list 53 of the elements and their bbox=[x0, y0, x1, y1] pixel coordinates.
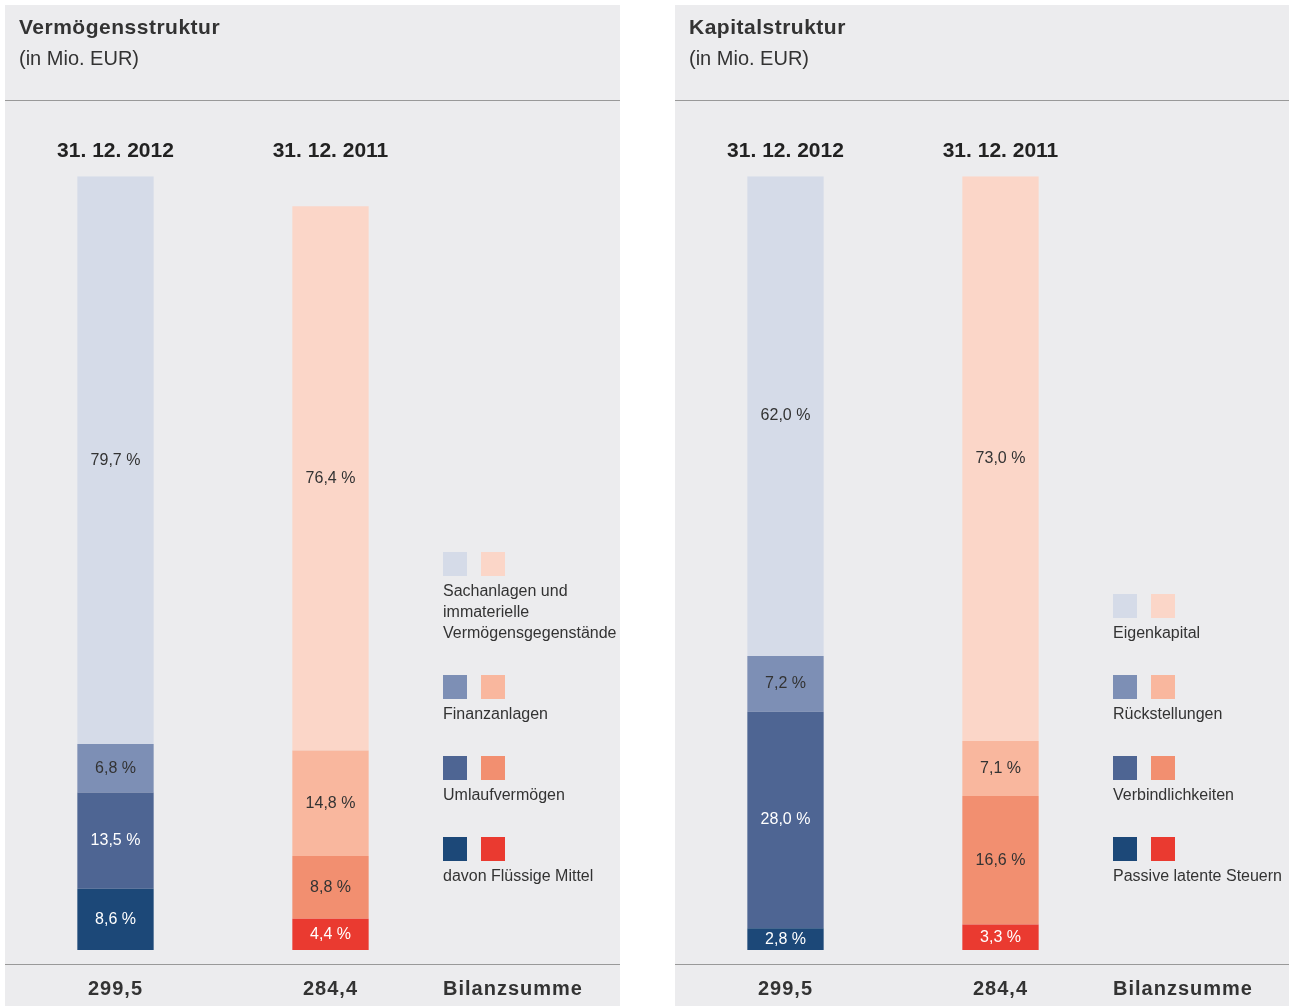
text: 284,4 bbox=[972, 977, 1029, 1000]
bar bbox=[962, 741, 1039, 797]
legend-label: Umlaufvermögen bbox=[443, 785, 566, 805]
bar bbox=[747, 655, 824, 712]
bar bbox=[747, 176, 824, 656]
data-label: 16,6 % bbox=[975, 850, 1026, 868]
data-label: 6,8 % bbox=[95, 758, 136, 776]
text: Bilanzsumme bbox=[443, 977, 583, 1000]
bar bbox=[77, 744, 154, 793]
x-tick-label: 31. 12. 2011 bbox=[942, 138, 1059, 162]
data-label: 14,8 % bbox=[305, 793, 356, 811]
bar bbox=[292, 918, 369, 950]
data-label: 62,0 % bbox=[760, 406, 811, 424]
bar bbox=[77, 792, 154, 889]
data-label: 79,7 % bbox=[90, 450, 141, 468]
data-label: 28,0 % bbox=[760, 810, 811, 828]
legend-label: Finanzanlagen bbox=[443, 704, 549, 724]
legend-label: Verbindlichkeiten bbox=[1113, 785, 1235, 805]
legend-label: davon Flüssige Mittel bbox=[443, 866, 595, 886]
x-tick-label: 31. 12. 2012 bbox=[727, 138, 844, 162]
chart-subtitle: (in Mio. EUR) bbox=[19, 47, 140, 70]
bar bbox=[292, 750, 369, 856]
bar bbox=[962, 176, 1039, 742]
data-label: 13,5 % bbox=[90, 831, 141, 849]
legend-label: Passive latente Steuern bbox=[1113, 866, 1283, 886]
bar bbox=[292, 206, 369, 751]
x-tick-label: 31. 12. 2011 bbox=[272, 138, 389, 162]
bar bbox=[292, 855, 369, 919]
chart-subtitle: (in Mio. EUR) bbox=[689, 47, 810, 70]
data-label: 76,4 % bbox=[305, 468, 356, 486]
legend-label: Eigenkapital bbox=[1113, 623, 1202, 643]
data-label: 3,3 % bbox=[980, 927, 1021, 945]
text: Bilanzsumme bbox=[1113, 977, 1253, 1000]
legend-label: Sachanlagen und immaterielle Vermögensgegenstände bbox=[443, 581, 617, 643]
legend-label: Rückstellungen bbox=[1113, 704, 1224, 724]
bar bbox=[962, 796, 1039, 925]
text: 299,5 bbox=[757, 977, 814, 1000]
bar bbox=[747, 711, 824, 929]
chart-title: Vermögensstruktur bbox=[19, 15, 221, 39]
text: 299,5 bbox=[87, 977, 144, 1000]
data-label: 2,8 % bbox=[765, 929, 806, 947]
data-label: 8,8 % bbox=[310, 877, 351, 895]
x-tick-label: 31. 12. 2012 bbox=[57, 138, 174, 162]
text: 284,4 bbox=[302, 977, 359, 1000]
data-label: 73,0 % bbox=[975, 449, 1026, 467]
bar bbox=[77, 888, 154, 950]
data-label: 4,4 % bbox=[310, 924, 351, 942]
bar bbox=[962, 924, 1039, 950]
bar bbox=[77, 176, 154, 745]
data-label: 7,1 % bbox=[980, 758, 1021, 776]
data-label: 7,2 % bbox=[765, 674, 806, 692]
chart-title: Kapitalstruktur bbox=[689, 15, 846, 39]
data-label: 8,6 % bbox=[95, 909, 136, 927]
